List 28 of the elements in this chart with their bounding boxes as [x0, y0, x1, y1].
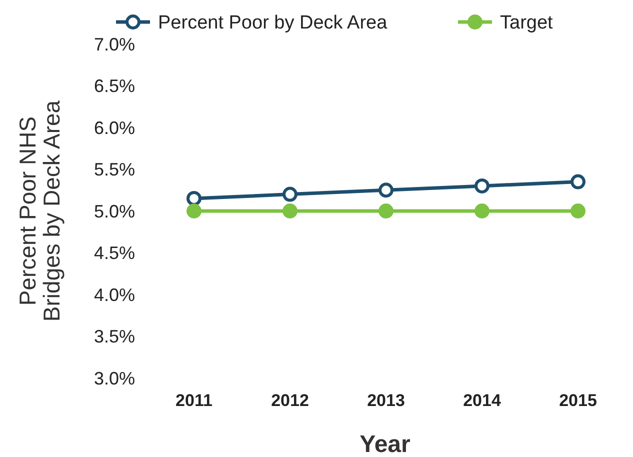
point — [378, 204, 394, 218]
legend-label: Target — [500, 12, 554, 34]
x-axis-title: Year — [360, 431, 410, 457]
y-tick-label: 5.5% — [94, 160, 135, 180]
y-tick-label: 3.5% — [94, 326, 135, 347]
y-tick-label: 6.0% — [94, 118, 135, 138]
x-tick-label: 2012 — [271, 391, 309, 410]
point — [186, 190, 202, 206]
x-tick-label: 2014 — [463, 391, 502, 410]
point — [474, 178, 490, 194]
x-tick-label: 2011 — [176, 391, 212, 410]
y-tick-label: 4.0% — [94, 284, 135, 305]
y-tick-label: 6.5% — [94, 76, 135, 96]
y-tick-label: 4.5% — [94, 243, 135, 264]
y-tick-label: 5.0% — [94, 201, 135, 222]
y-tick-label: 7.0% — [94, 34, 135, 54]
y-axis-title: Percent Poor NHS Bridges by Deck Area — [14, 100, 65, 322]
point — [570, 174, 586, 190]
point — [474, 204, 490, 218]
legend-label: Percent Poor by Deck Area — [158, 12, 388, 34]
point — [282, 204, 298, 218]
x-tick-label: 2013 — [367, 391, 405, 410]
y-tick-label: 3.0% — [94, 368, 135, 388]
point — [378, 182, 394, 198]
point — [282, 186, 298, 202]
point — [186, 204, 202, 218]
x-tick-label: 2015 — [559, 391, 597, 410]
point — [570, 204, 586, 218]
